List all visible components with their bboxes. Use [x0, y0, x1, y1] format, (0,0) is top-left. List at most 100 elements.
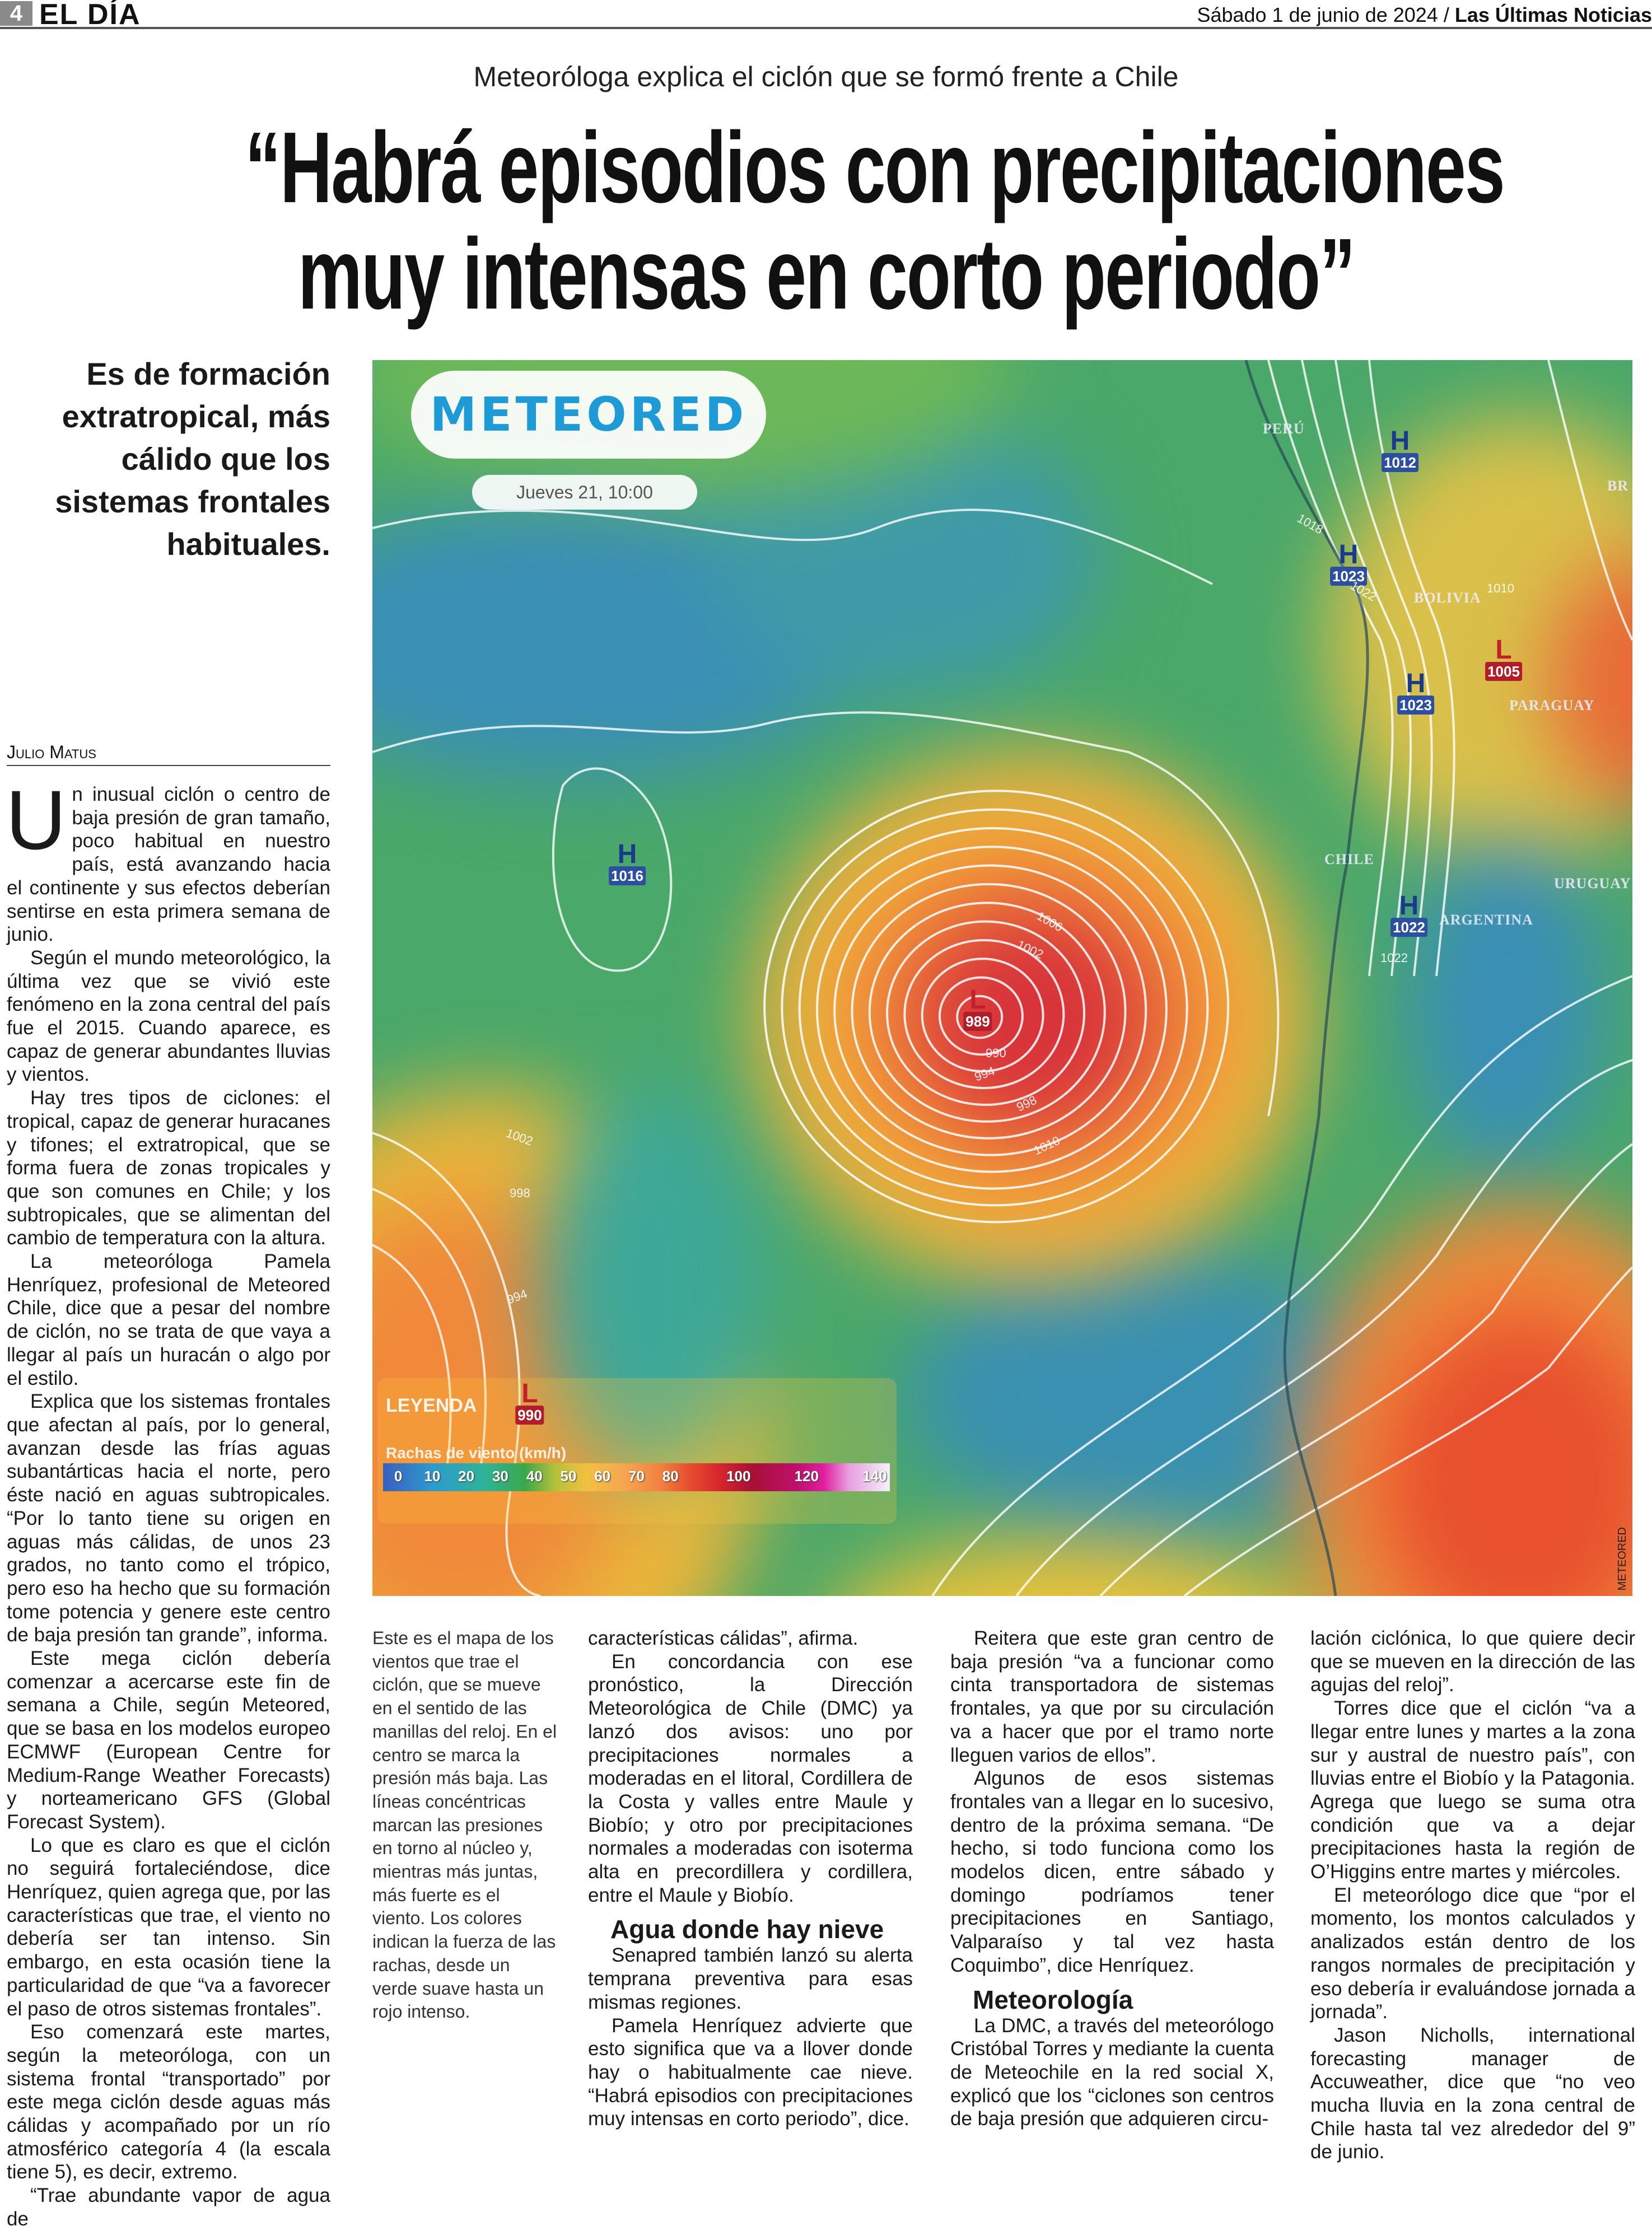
- isobar-label: 990: [986, 1046, 1006, 1060]
- isobar-ring: [763, 790, 1230, 1224]
- deck-line: cálido que los: [121, 441, 330, 477]
- headline-text: “Habrá episodios con precipitaciones: [245, 111, 1505, 224]
- isobar-label: 1010: [1487, 581, 1514, 595]
- low-pressure-marker: L 1005: [1485, 637, 1522, 681]
- meteored-logo: METEORED: [411, 371, 766, 459]
- isobar-ring: [868, 902, 1106, 1123]
- country-label: PERÚ: [1263, 421, 1305, 437]
- body-paragraph: Algunos de esos sistemas frontales van a…: [950, 1767, 1274, 1976]
- deck: Es de formación extratropical, más cálid…: [0, 353, 330, 566]
- subhead: Meteorología: [973, 1985, 1133, 2014]
- map-caption: Este es el mapa de los vientos que trae …: [372, 1628, 557, 2022]
- body-paragraph: Jason Nicholls, international forecastin…: [1310, 2024, 1635, 2163]
- high-pressure-marker: H 1012: [1382, 428, 1418, 472]
- body-paragraph: “Trae abundante vapor de agua de: [7, 2185, 330, 2230]
- isobar-ring: [938, 976, 1024, 1056]
- byline: Julio Matus: [7, 742, 330, 766]
- isobar-ring: [781, 808, 1209, 1207]
- body-paragraph: Este mega ciclón debería comenzar a acer…: [7, 1647, 330, 1833]
- high-pressure-marker: H 1016: [609, 841, 646, 885]
- paragraph-text: n inusual ciclón o centro de baja presió…: [7, 783, 330, 946]
- map-timestamp: Jueves 21, 10:00: [472, 475, 697, 510]
- isobar-ring: [886, 920, 1086, 1106]
- body-paragraph: En concordancia con ese pronóstico, la D…: [588, 1650, 913, 1906]
- deck-line: Es de formación: [86, 356, 330, 391]
- subhead: Agua donde hay nieve: [610, 1915, 884, 1944]
- body-column-4: Reitera que este gran centro de baja pre…: [950, 1627, 1274, 2131]
- body-paragraph: Según el mundo meteorológico, la última …: [7, 946, 330, 1086]
- separator: /: [1443, 3, 1449, 26]
- body-paragraph: características cálidas”, afirma.: [588, 1627, 858, 1649]
- dateline: Sábado 1 de junio de 2024 / Las Últimas …: [1197, 3, 1652, 27]
- cyclone-low-marker: L 989: [963, 987, 992, 1031]
- body-paragraph: Pamela Henríquez advierte que esto signi…: [588, 2014, 913, 2130]
- page-header: 4 EL DÍA Sábado 1 de junio de 2024 / Las…: [0, 0, 1652, 31]
- isobar-ring: [798, 827, 1188, 1190]
- body-paragraph: Explica que los sistemas frontales que a…: [7, 1390, 330, 1646]
- map-legend: LEYENDA L 990 Rachas de viento (km/h) 0 10…: [377, 1378, 897, 1524]
- body-paragraph: lación ciclónica, lo que quiere decir qu…: [1310, 1627, 1635, 1696]
- body-paragraph: Eso comenzará este martes, según la mete…: [7, 2021, 330, 2183]
- legend-tick: 60: [594, 1468, 611, 1485]
- drop-cap: U: [6, 773, 67, 867]
- wind-gust-color-scale: 0 10 20 30 40 50 60 70 80 100 120 140: [383, 1463, 890, 1491]
- country-label: ARGENTINA: [1439, 912, 1533, 928]
- country-label: PARAGUAY: [1509, 697, 1595, 713]
- body-paragraph: La DMC, a través del meteorólogo Cristób…: [950, 2014, 1274, 2130]
- wind-color-field: [372, 360, 1632, 1596]
- isobar-ring: [851, 883, 1127, 1140]
- kicker: Meteoróloga explica el ciclón que se for…: [473, 61, 1179, 92]
- isobar-ring: [956, 995, 1004, 1039]
- country-label: CHILE: [1324, 851, 1374, 867]
- body-column-3: características cálidas”, afirma. En conc…: [588, 1627, 913, 2131]
- legend-tick: 120: [794, 1468, 819, 1485]
- legend-tick: 100: [726, 1468, 751, 1485]
- isobar-ring: [833, 864, 1147, 1156]
- legend-tick: 10: [424, 1468, 441, 1485]
- legend-tick: 140: [862, 1468, 887, 1485]
- high-pressure-marker: H 1023: [1397, 670, 1434, 715]
- headline-line-1: “Habrá episodios con precipitaciones: [0, 118, 1652, 218]
- body-paragraph: Senapred también lanzó su alerta tempran…: [588, 1944, 913, 2013]
- isobar-ring: [903, 939, 1065, 1089]
- isobar-label: 998: [510, 1186, 530, 1200]
- legend-tick: 50: [560, 1468, 577, 1485]
- country-label: BR: [1607, 478, 1629, 494]
- deck-line: habituales.: [166, 526, 330, 562]
- map-credit: METEORED: [1616, 1527, 1628, 1590]
- high-pressure-marker: H 1022: [1390, 893, 1427, 937]
- publication-name: Las Últimas Noticias: [1454, 3, 1652, 26]
- legend-tick: 70: [628, 1468, 645, 1485]
- legend-low-sample: L 990: [515, 1380, 544, 1425]
- body-paragraph: Lo que es claro es que el ciclón no segu…: [7, 1834, 330, 2020]
- legend-scale-title: Rachas de viento (km/h): [386, 1444, 567, 1462]
- legend-tick: 40: [526, 1468, 543, 1485]
- country-label: BOLIVIA: [1414, 590, 1481, 606]
- body-paragraph: Reitera que este gran centro de baja pre…: [950, 1627, 1274, 1766]
- country-label: URUGUAY: [1554, 875, 1631, 892]
- deck-line: sistemas frontales: [55, 484, 330, 519]
- section-name: EL DÍA: [39, 0, 141, 31]
- headline-text: muy intensas en corto periodo”: [297, 218, 1356, 330]
- legend-title: LEYENDA: [386, 1395, 477, 1416]
- high-pressure-marker: H 1023: [1330, 542, 1367, 586]
- body-paragraph: Torres dice que el ciclón “va a llegar e…: [1310, 1697, 1635, 1883]
- body-paragraph: La meteoróloga Pamela Henríquez, profesi…: [7, 1250, 330, 1389]
- headline-line-2: muy intensas en corto periodo”: [0, 224, 1652, 325]
- body-paragraph: Hay tres tipos de ciclones: el tropical,…: [7, 1087, 330, 1249]
- legend-tick: 30: [492, 1468, 508, 1485]
- page-number: 4: [0, 1, 32, 26]
- issue-date: Sábado 1 de junio de 2024: [1197, 3, 1438, 26]
- legend-tick: 80: [662, 1468, 679, 1485]
- body-column-5: lación ciclónica, lo que quiere decir qu…: [1310, 1627, 1635, 2164]
- legend-tick: 20: [458, 1468, 475, 1485]
- legend-tick: 0: [394, 1468, 403, 1485]
- body-paragraph: El meteorólogo dice que “por el momento,…: [1310, 1884, 1635, 2023]
- isobar-label: 1022: [1380, 951, 1408, 965]
- deck-line: extratropical, más: [62, 399, 330, 434]
- isobar-ring: [921, 958, 1044, 1073]
- isobar-ring: [815, 846, 1168, 1173]
